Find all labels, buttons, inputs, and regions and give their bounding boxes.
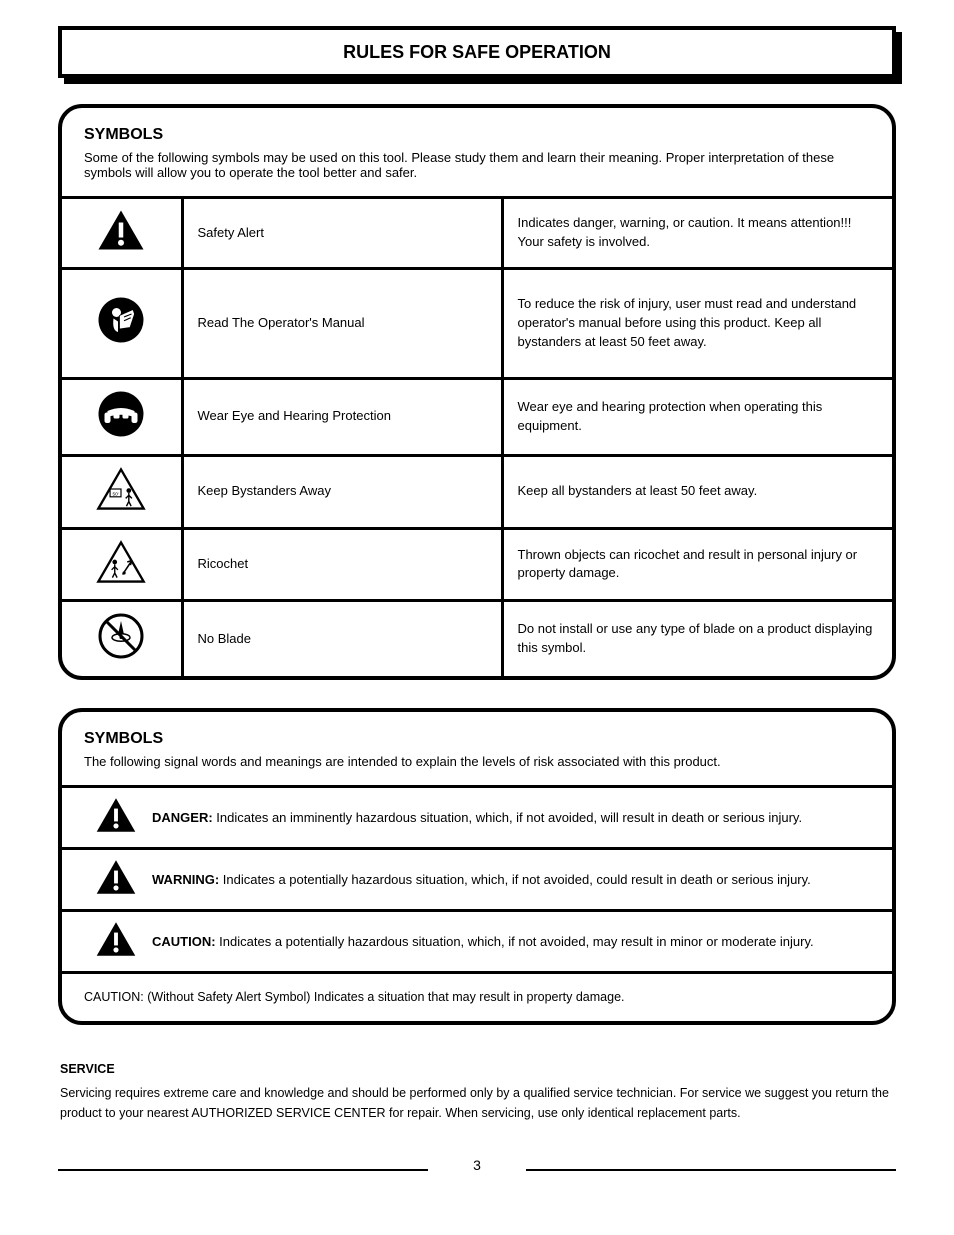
- symbols-header-text: SYMBOLS: [84, 126, 163, 143]
- svg-text:50': 50': [113, 491, 119, 496]
- symbol-name: Read The Operator's Manual: [182, 268, 502, 378]
- signal-row-caution: CAUTION: Indicates a potentially hazardo…: [62, 909, 892, 971]
- symbol-desc: To reduce the risk of injury, user must …: [502, 268, 892, 378]
- service-heading: SERVICE: [60, 1059, 894, 1079]
- signal-row-warning: WARNING: Indicates a potentially hazardo…: [62, 847, 892, 909]
- footer-rule-right: [526, 1169, 896, 1171]
- service-section: SERVICE Servicing requires extreme care …: [58, 1053, 896, 1123]
- page-footer: 3: [58, 1159, 896, 1199]
- table-row: Wear Eye and Hearing Protection Wear eye…: [62, 378, 892, 455]
- symbol-icon-cell: [62, 268, 182, 378]
- symbol-name: Keep Bystanders Away: [182, 455, 502, 528]
- alert-triangle-icon: [97, 209, 145, 257]
- signal-word: WARNING:: [152, 872, 219, 887]
- signal-meaning: Indicates an imminently hazardous situat…: [216, 810, 802, 825]
- page: { "page": { "title": "RULES FOR SAFE OPE…: [0, 0, 954, 1229]
- signal-followed: CAUTION: (Without Safety Alert Symbol) I…: [62, 971, 892, 1021]
- title-bar: RULES FOR SAFE OPERATION: [58, 26, 896, 78]
- symbols-panel: SYMBOLS Some of the following symbols ma…: [58, 104, 896, 680]
- signal-meaning: Indicates a potentially hazardous situat…: [219, 934, 813, 949]
- symbol-icon-cell: [62, 198, 182, 269]
- signal-text: CAUTION: Indicates a potentially hazardo…: [152, 932, 874, 952]
- symbol-desc: Thrown objects can ricochet and result i…: [502, 528, 892, 601]
- signal-panel-header: SYMBOLS The following signal words and m…: [62, 712, 892, 785]
- symbol-icon-cell: [62, 528, 182, 601]
- signal-row-danger: DANGER: Indicates an imminently hazardou…: [62, 785, 892, 847]
- signal-word: CAUTION:: [152, 934, 216, 949]
- symbol-name: Ricochet: [182, 528, 502, 601]
- symbol-name: Safety Alert: [182, 198, 502, 269]
- signal-text: WARNING: Indicates a potentially hazardo…: [152, 870, 874, 890]
- symbol-icon-cell: 50': [62, 455, 182, 528]
- symbol-name: Wear Eye and Hearing Protection: [182, 378, 502, 455]
- read-manual-icon: [97, 296, 145, 350]
- page-title: RULES FOR SAFE OPERATION: [343, 42, 611, 63]
- service-body: Servicing requires extreme care and know…: [60, 1083, 894, 1123]
- signal-text: DANGER: Indicates an imminently hazardou…: [152, 808, 874, 828]
- symbols-subheader: Some of the following symbols may be use…: [84, 150, 870, 180]
- ricochet-icon: [96, 540, 146, 590]
- title-bar-inner: RULES FOR SAFE OPERATION: [58, 26, 896, 78]
- no-blade-icon: [97, 612, 145, 666]
- symbols-table: Safety Alert Indicates danger, warning, …: [62, 196, 892, 676]
- keep-bystanders-icon: 50': [96, 467, 146, 517]
- symbol-desc: Wear eye and hearing protection when ope…: [502, 378, 892, 455]
- table-row: Read The Operator's Manual To reduce the…: [62, 268, 892, 378]
- table-row: Ricochet Thrown objects can ricochet and…: [62, 528, 892, 601]
- signal-panel: SYMBOLS The following signal words and m…: [58, 708, 896, 1025]
- alert-triangle-icon: [80, 859, 152, 901]
- symbol-icon-cell: [62, 601, 182, 676]
- eye-ear-protection-icon: [97, 390, 145, 444]
- symbols-panel-header: SYMBOLS Some of the following symbols ma…: [62, 108, 892, 196]
- alert-triangle-icon: [80, 797, 152, 839]
- table-row: 50' Keep Bystanders Away Keep all bystan…: [62, 455, 892, 528]
- signal-meaning: Indicates a potentially hazardous situat…: [223, 872, 811, 887]
- alert-triangle-icon: [80, 921, 152, 963]
- symbol-desc: Indicates danger, warning, or caution. I…: [502, 198, 892, 269]
- signal-intro: The following signal words and meanings …: [84, 754, 870, 769]
- table-row: Safety Alert Indicates danger, warning, …: [62, 198, 892, 269]
- symbol-desc: Keep all bystanders at least 50 feet awa…: [502, 455, 892, 528]
- symbol-icon-cell: [62, 378, 182, 455]
- symbol-desc: Do not install or use any type of blade …: [502, 601, 892, 676]
- symbol-name: No Blade: [182, 601, 502, 676]
- signal-word: DANGER:: [152, 810, 213, 825]
- signal-header-text: SYMBOLS: [84, 730, 163, 747]
- table-row: No Blade Do not install or use any type …: [62, 601, 892, 676]
